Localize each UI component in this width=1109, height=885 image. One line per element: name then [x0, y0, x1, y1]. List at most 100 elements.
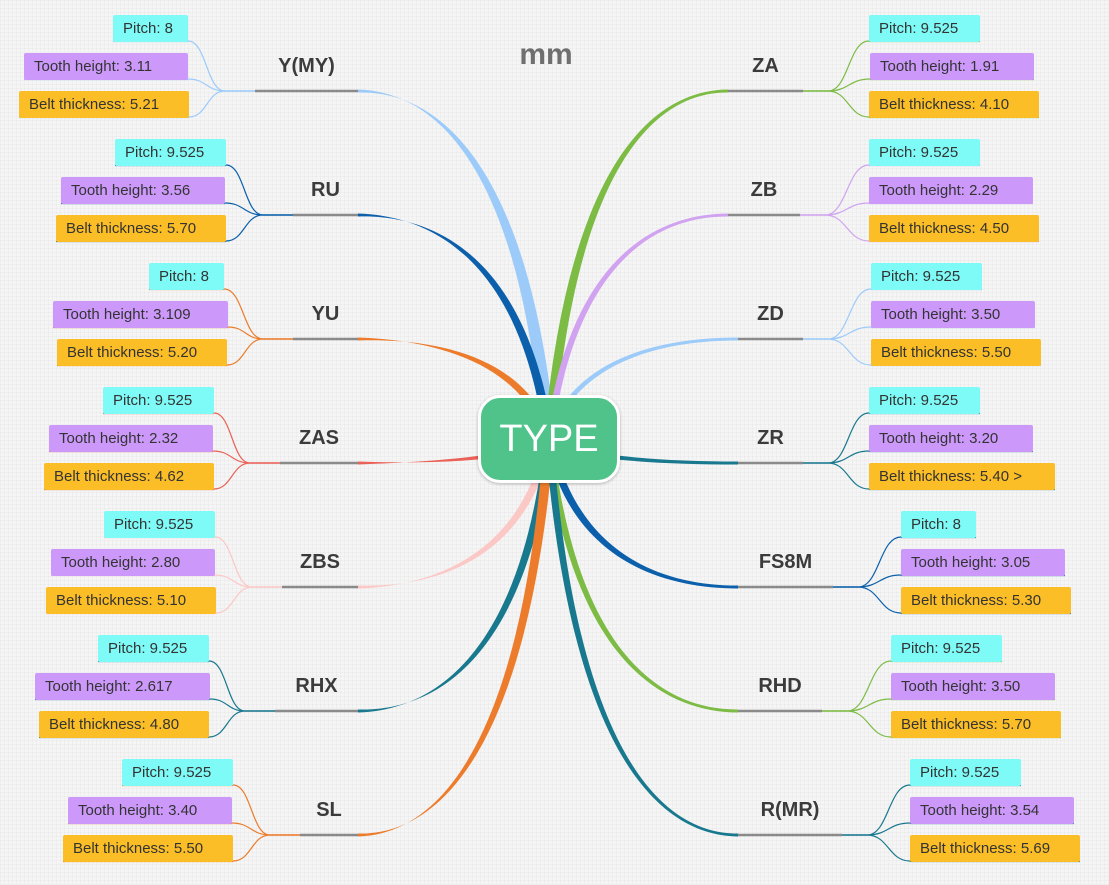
pitch-tag[interactable]: Pitch: 9.525 — [910, 759, 1021, 786]
branch-right-0 — [544, 89, 728, 442]
tag-connector-right-3-belt — [803, 462, 870, 490]
pitch-tag[interactable]: Pitch: 9.525 — [869, 139, 980, 166]
belt-thickness-tag[interactable]: Belt thickness: 5.50 — [63, 835, 233, 862]
tag-connector-left-5-belt — [208, 710, 275, 738]
tag-connector-left-4-tooth — [214, 574, 282, 588]
belt-type-label[interactable]: RHX — [295, 675, 338, 697]
belt-type-label[interactable]: SL — [316, 799, 342, 821]
belt-type-label[interactable]: ZBS — [300, 551, 340, 573]
belt-thickness-tag[interactable]: Belt thickness: 4.10 — [869, 91, 1039, 118]
pitch-tag[interactable]: Pitch: 8 — [113, 15, 188, 42]
tooth-height-tag[interactable]: Tooth height: 3.109 — [53, 301, 228, 328]
tag-connector-left-1-tooth — [224, 202, 293, 216]
tag-connector-right-3-tooth — [803, 450, 870, 464]
branch-right-3 — [548, 436, 738, 465]
tag-connector-left-5-tooth — [209, 698, 275, 712]
belt-type-label[interactable]: ZAS — [299, 427, 339, 449]
belt-type-label[interactable]: ZR — [757, 427, 784, 449]
tooth-height-tag[interactable]: Tooth height: 3.56 — [61, 177, 225, 204]
tag-connector-right-1-tooth — [800, 202, 870, 216]
tag-connector-right-5-belt — [822, 710, 892, 738]
tooth-height-tag[interactable]: Tooth height: 1.91 — [870, 53, 1034, 80]
belt-type-label[interactable]: ZB — [750, 179, 778, 201]
pitch-tag[interactable]: Pitch: 8 — [149, 263, 224, 290]
tag-connector-right-5-tooth — [822, 698, 892, 712]
tooth-height-tag[interactable]: Tooth height: 2.617 — [35, 673, 210, 700]
tag-connector-left-3-belt — [213, 462, 280, 490]
tooth-height-tag[interactable]: Tooth height: 2.80 — [51, 549, 215, 576]
tag-connector-right-6-pitch — [842, 784, 911, 836]
tag-connector-right-6-belt — [842, 834, 911, 862]
pitch-tag[interactable]: Pitch: 9.525 — [891, 635, 1002, 662]
pitch-tag[interactable]: Pitch: 9.525 — [104, 511, 215, 538]
belt-thickness-tag[interactable]: Belt thickness: 5.40 > — [869, 463, 1055, 490]
tag-connector-left-3-tooth — [212, 450, 280, 464]
tooth-height-tag[interactable]: Tooth height: 3.50 — [871, 301, 1035, 328]
pitch-tag[interactable]: Pitch: 9.525 — [115, 139, 226, 166]
pitch-tag[interactable]: Pitch: 8 — [901, 511, 976, 538]
pitch-tag[interactable]: Pitch: 9.525 — [122, 759, 233, 786]
belt-type-label[interactable]: RHD — [758, 675, 802, 697]
tag-connector-right-5-pitch — [822, 660, 892, 712]
tag-connector-left-3-pitch — [213, 412, 280, 464]
belt-type-label[interactable]: FS8M — [758, 551, 813, 573]
tag-connector-right-1-pitch — [800, 164, 870, 216]
branch-right-6 — [545, 437, 738, 837]
tag-connector-left-4-pitch — [214, 536, 282, 588]
tag-connector-left-2-tooth — [227, 326, 293, 340]
tag-connector-right-0-pitch — [803, 40, 870, 92]
branch-left-0 — [358, 89, 556, 443]
belt-type-label[interactable]: RU — [311, 179, 340, 201]
belt-thickness-tag[interactable]: Belt thickness: 5.70 — [891, 711, 1061, 738]
branch-left-6 — [358, 436, 554, 837]
tooth-height-tag[interactable]: Tooth height: 3.40 — [68, 797, 232, 824]
tooth-height-tag[interactable]: Tooth height: 3.05 — [901, 549, 1065, 576]
belt-type-label[interactable]: R(MR) — [760, 799, 820, 821]
belt-thickness-tag[interactable]: Belt thickness: 4.80 — [39, 711, 209, 738]
belt-thickness-tag[interactable]: Belt thickness: 5.20 — [57, 339, 227, 366]
belt-thickness-tag[interactable]: Belt thickness: 4.50 — [869, 215, 1039, 242]
belt-type-label[interactable]: Y(MY) — [278, 55, 335, 77]
belt-thickness-tag[interactable]: Belt thickness: 5.10 — [46, 587, 216, 614]
pitch-tag[interactable]: Pitch: 9.525 — [869, 15, 980, 42]
belt-thickness-tag[interactable]: Belt thickness: 5.21 — [19, 91, 189, 118]
belt-thickness-tag[interactable]: Belt thickness: 5.50 — [871, 339, 1041, 366]
tag-connector-right-4-tooth — [833, 574, 902, 588]
tag-connector-left-2-pitch — [223, 288, 293, 340]
tag-connector-right-4-belt — [833, 586, 902, 614]
tag-connector-left-0-pitch — [187, 40, 255, 92]
tag-connector-left-0-tooth — [187, 78, 255, 92]
belt-thickness-tag[interactable]: Belt thickness: 4.62 — [44, 463, 214, 490]
pitch-tag[interactable]: Pitch: 9.525 — [98, 635, 209, 662]
tag-connector-right-0-tooth — [803, 78, 871, 92]
belt-thickness-tag[interactable]: Belt thickness: 5.30 — [901, 587, 1071, 614]
tag-connector-left-5-pitch — [208, 660, 275, 712]
tooth-height-tag[interactable]: Tooth height: 3.20 — [869, 425, 1033, 452]
pitch-tag[interactable]: Pitch: 9.525 — [869, 387, 980, 414]
belt-type-label[interactable]: ZD — [757, 303, 784, 325]
belt-type-label[interactable]: ZA — [752, 55, 779, 77]
tag-connector-right-2-belt — [803, 338, 872, 366]
tooth-height-tag[interactable]: Tooth height: 2.29 — [869, 177, 1033, 204]
tag-connector-left-0-belt — [188, 90, 255, 118]
tooth-height-tag[interactable]: Tooth height: 3.54 — [910, 797, 1074, 824]
tag-connector-left-1-pitch — [225, 164, 293, 216]
unit-label: mm — [519, 38, 573, 71]
tag-connector-left-6-belt — [232, 834, 300, 862]
belt-thickness-tag[interactable]: Belt thickness: 5.70 — [56, 215, 226, 242]
pitch-tag[interactable]: Pitch: 9.525 — [871, 263, 982, 290]
tag-connector-right-3-pitch — [803, 412, 870, 464]
belt-type-label[interactable]: YU — [311, 303, 340, 325]
tooth-height-tag[interactable]: Tooth height: 2.32 — [49, 425, 213, 452]
tag-connector-left-4-belt — [215, 586, 282, 614]
tag-connector-right-4-pitch — [833, 536, 902, 588]
tag-connector-right-2-pitch — [803, 288, 872, 340]
tag-connector-right-1-belt — [800, 214, 870, 242]
tooth-height-tag[interactable]: Tooth height: 3.11 — [24, 53, 188, 80]
pitch-tag[interactable]: Pitch: 9.525 — [103, 387, 214, 414]
tooth-height-tag[interactable]: Tooth height: 3.50 — [891, 673, 1055, 700]
tag-connector-left-6-tooth — [231, 822, 300, 836]
center-node[interactable]: TYPE — [478, 395, 620, 483]
belt-thickness-tag[interactable]: Belt thickness: 5.69 — [910, 835, 1080, 862]
